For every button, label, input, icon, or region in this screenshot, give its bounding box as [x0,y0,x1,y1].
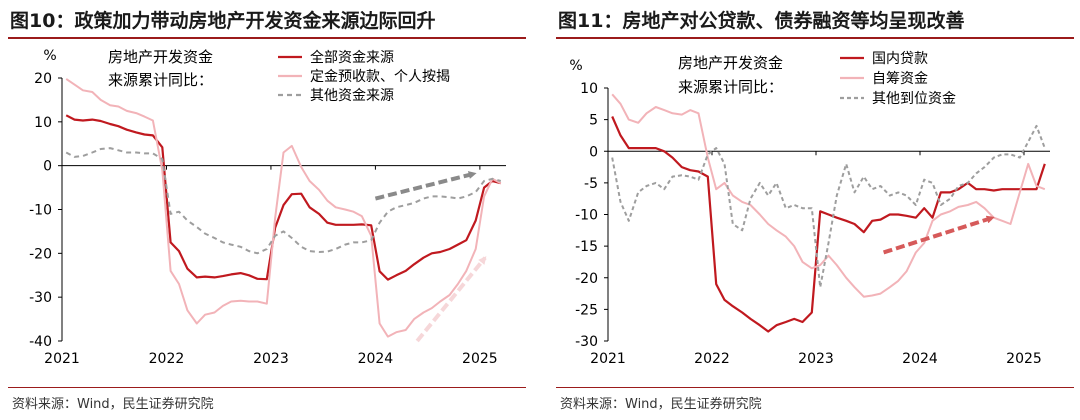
trend-arrow [882,215,995,255]
y-tick-label: -40 [29,334,52,350]
legend-label-2: 自筹资金 [872,70,928,87]
x-tick-label: 2024 [358,351,394,367]
series-line-1 [65,114,502,281]
legend-label-3: 其他到位资金 [872,91,956,107]
figure-11-title: 图11：房地产对公贷款、债券融资等均呈现改善 [558,10,965,32]
series-line-2 [65,78,502,338]
x-tick-label: 2023 [798,351,834,367]
figure-11-source-rule [556,387,1074,388]
legend-label-2: 定金预收款、个人按揭 [310,69,450,85]
trend-arrow [415,256,487,343]
trend-arrow [374,171,477,201]
series-line-1 [611,116,1046,333]
y-tick-label: 0 [43,159,52,175]
y-tick-label: -20 [575,271,598,287]
x-tick-label: 2025 [462,351,498,367]
y-tick-label: 10 [580,81,598,97]
y-tick-label: 5 [589,113,598,129]
y-tick-label: -5 [584,176,598,192]
legend-title-line-2: 来源累计同比： [678,78,783,96]
legend-label-3: 其他资金来源 [310,88,394,104]
figure-10-panel: 图10：政策加力带动房地产开发资金来源边际回升 20 10 0 -10 -20 -30 -4… [0,0,532,420]
y-tick-label: 10 [34,115,52,131]
figure-10-title: 图10：政策加力带动房地产开发资金来源边际回升 [10,10,436,32]
y-axis-unit-label: % [43,48,56,64]
y-tick-label: -10 [29,203,52,219]
figure-11-title-rule [556,37,1074,39]
legend-title-line-2: 来源累计同比： [108,71,213,89]
figure-10-chart: 20 10 0 -10 -20 -30 -40% 2021 2022 2023 2024 2025 房地… [29,48,506,367]
figure-10-source-rule [8,387,526,388]
x-tick-label: 2025 [1006,351,1042,367]
y-tick-label: -30 [575,334,598,350]
y-tick-label: -15 [575,239,598,255]
x-tick-label: 2021 [590,351,626,367]
x-tick-label: 2024 [902,351,938,367]
series-line-3 [65,147,502,255]
x-tick-label: 2022 [694,351,730,367]
figure-10-title-rule [8,37,526,39]
x-tick-label: 2021 [44,351,80,367]
y-tick-label: -10 [575,208,598,224]
x-tick-label: 2023 [253,351,289,367]
series-line-3 [611,124,1046,289]
legend-label-1: 国内贷款 [872,51,928,67]
figure-10-source: 资料来源：Wind，民生证券研究院 [12,397,214,412]
figure-11-source: 资料来源：Wind，民生证券研究院 [560,397,762,412]
figure-11-panel: 图11：房地产对公贷款、债券融资等均呈现改善 10 5 0 -5 -10 -15 -20 -2… [548,0,1080,420]
series-line-2 [611,93,1046,298]
x-tick-label: 2022 [149,351,185,367]
y-tick-label: -20 [29,246,52,262]
legend-title-line-1: 房地产开发资金 [108,48,213,66]
legend-title-line-1: 房地产开发资金 [678,54,783,72]
y-tick-label: 20 [34,71,52,87]
y-tick-label: -30 [29,290,52,306]
figure-11-chart: 10 5 0 -5 -10 -15 -20 -25 -30% 2021 2022 2023 2024 20… [569,51,1050,367]
y-tick-label: -25 [575,302,598,318]
y-axis-unit-label: % [569,58,582,74]
y-tick-label: 0 [589,144,598,160]
legend-label-1: 全部资金来源 [310,49,394,66]
